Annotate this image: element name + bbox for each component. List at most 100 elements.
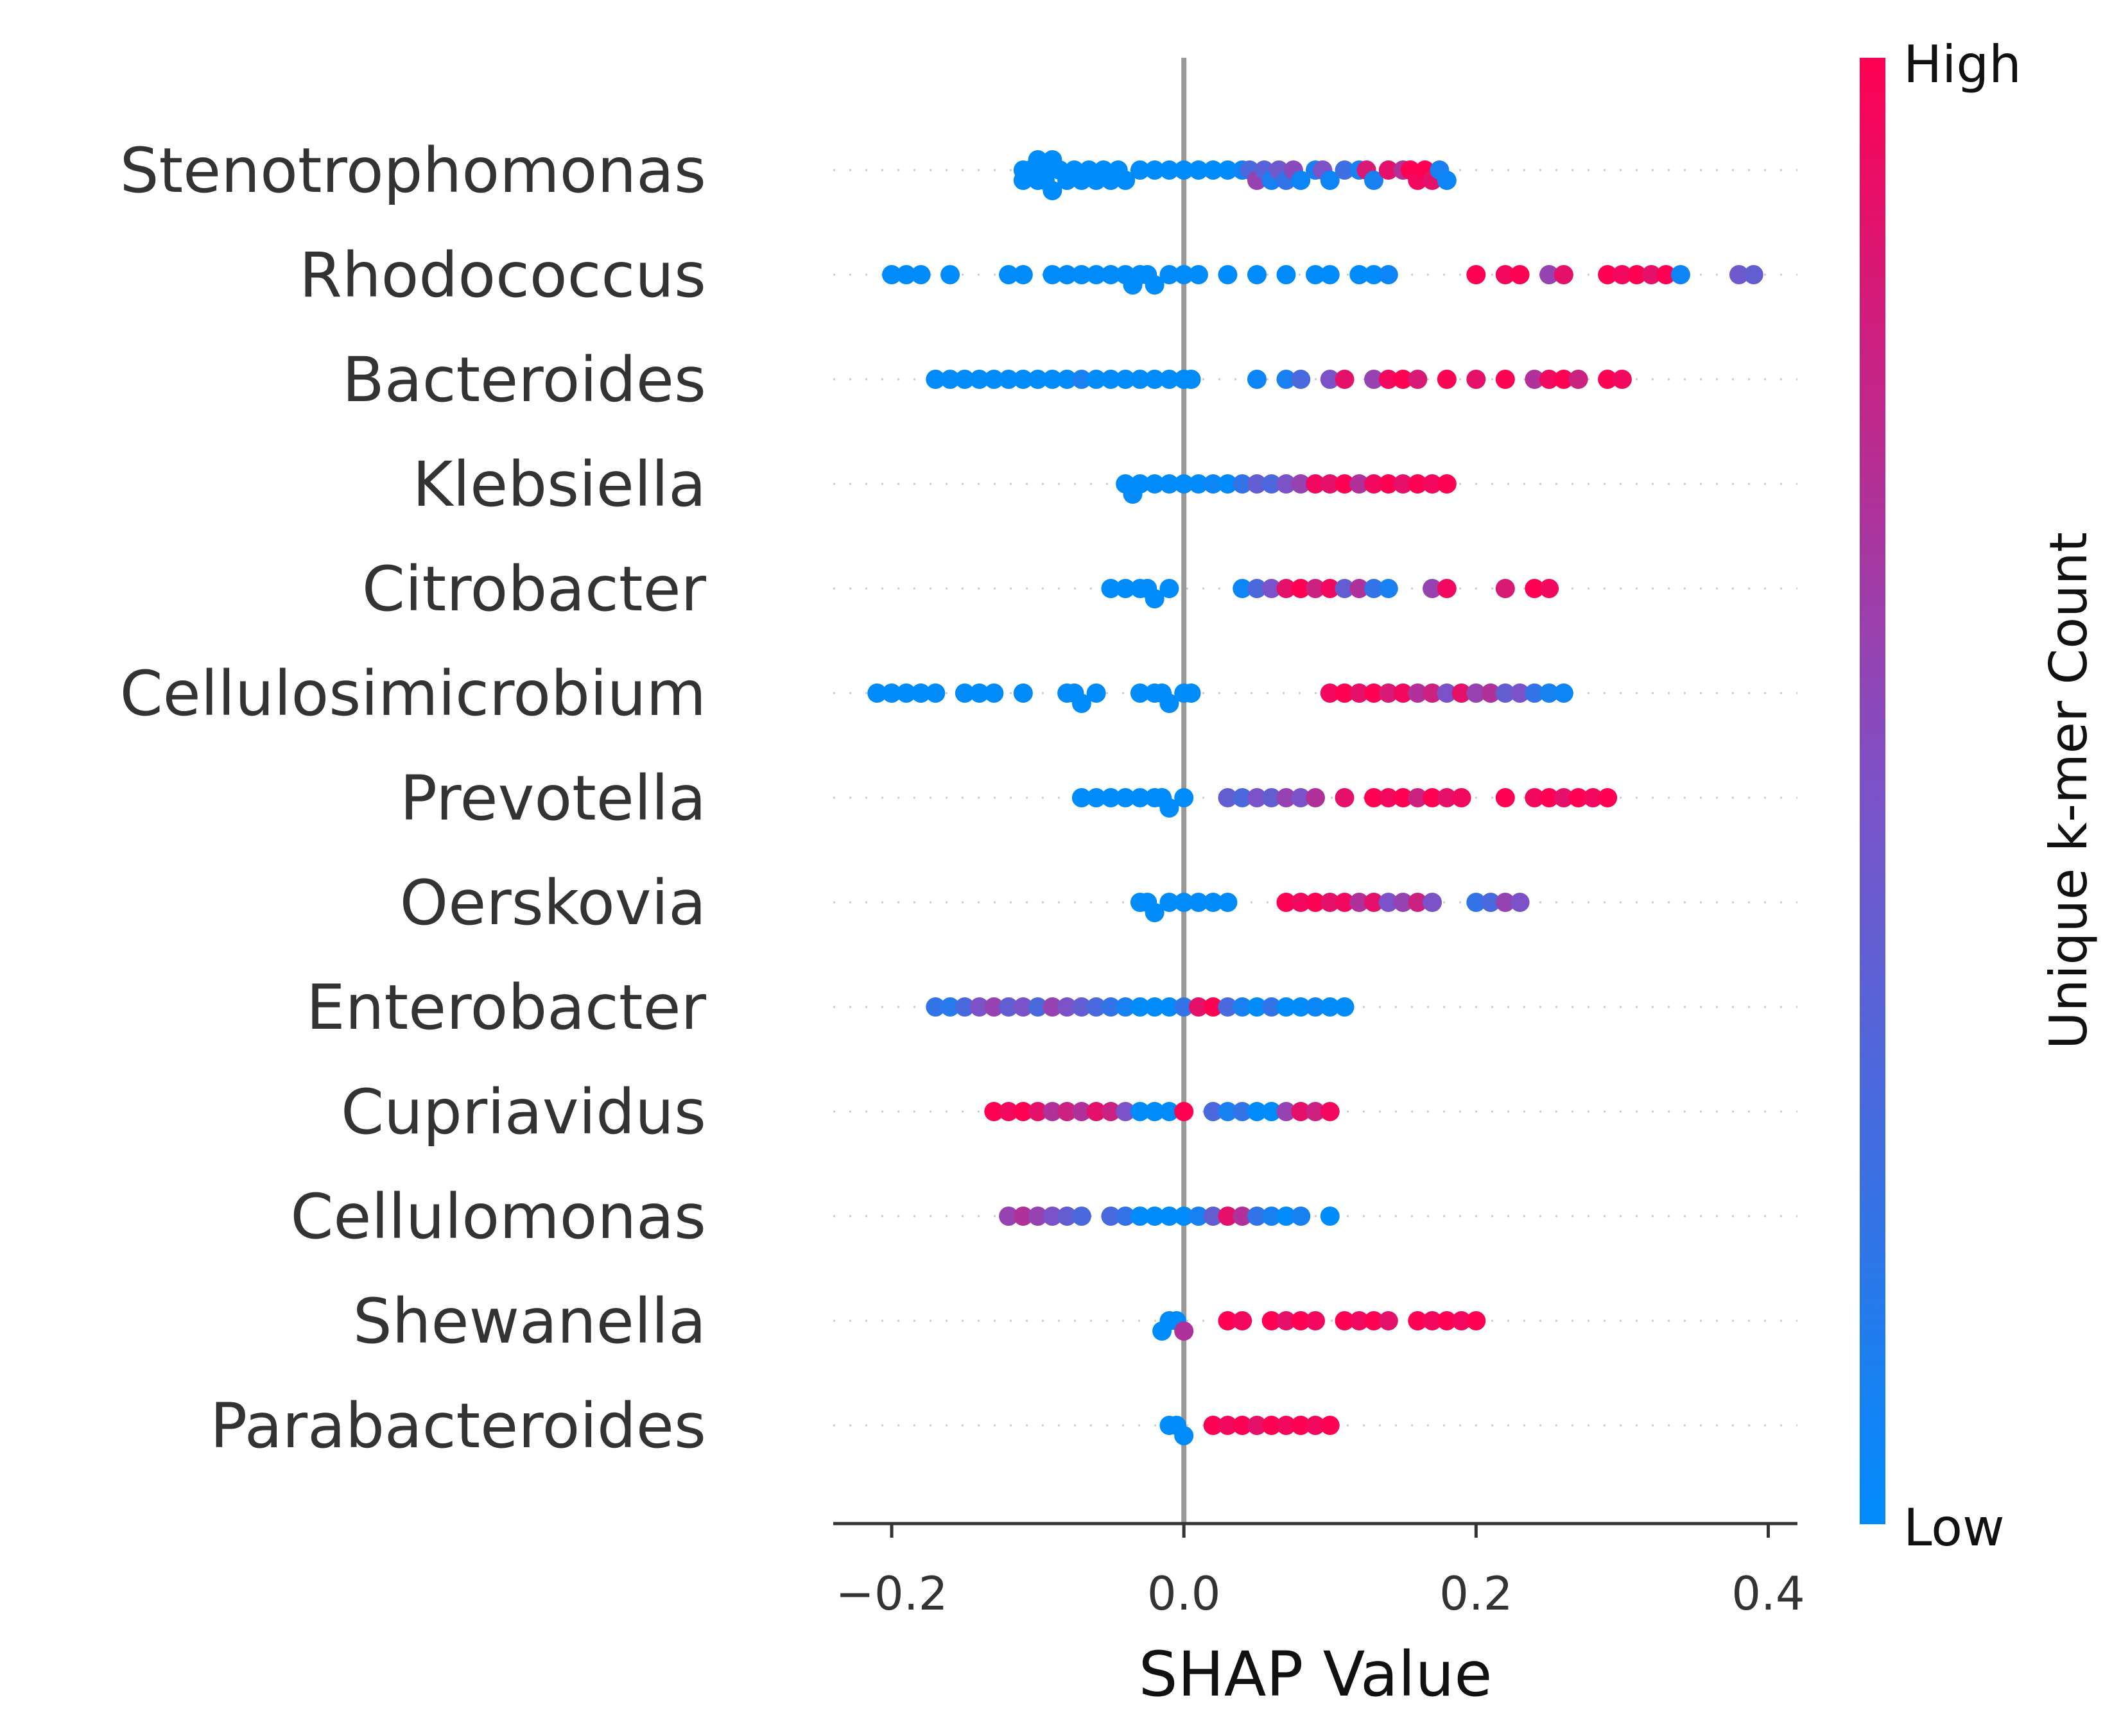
data-point [1116,579,1136,598]
data-point [1013,997,1033,1017]
data-point [1145,903,1164,922]
data-point [1364,683,1384,703]
data-point [1320,1416,1340,1435]
data-point [1495,683,1515,703]
data-point [1437,579,1457,598]
data-point [867,683,887,703]
data-point [1028,997,1048,1017]
data-point [1378,788,1398,807]
data-point [1145,474,1164,494]
data-point [1130,160,1150,180]
data-point [1101,265,1121,284]
data-point [1247,579,1267,598]
data-point [1145,370,1164,389]
feature-label: Parabacteroides [210,1390,706,1462]
data-point [1159,1207,1179,1226]
data-point [1539,579,1559,598]
data-point [1152,1321,1172,1341]
data-point [1437,683,1457,703]
data-point [1539,265,1559,284]
data-point [1101,370,1121,389]
data-point [882,265,902,284]
x-tick-label: −0.2 [836,1567,948,1620]
data-point [1086,370,1106,389]
data-point [1233,474,1252,494]
data-point [1013,265,1033,284]
data-point [926,370,946,389]
data-point [1495,370,1515,389]
data-point [1335,370,1355,389]
data-point [1247,265,1267,284]
data-point [1188,474,1208,494]
data-point [1306,265,1325,284]
data-point [984,1102,1004,1121]
data-point [1218,1207,1238,1226]
data-point [1525,683,1545,703]
data-point [1320,265,1340,284]
data-point [1233,1311,1252,1330]
data-point [911,265,931,284]
data-point [940,265,960,284]
data-point [1276,265,1296,284]
data-point [1043,370,1062,389]
data-point [1320,1102,1340,1121]
data-point [1466,370,1486,389]
data-point [911,683,931,703]
data-point [1291,474,1311,494]
data-point [1364,893,1384,912]
feature-label: Citrobacter [362,553,707,625]
x-ticks: −0.2 0.0 0.2 0.4 [836,1524,1805,1620]
data-point [1408,474,1428,494]
data-point [1393,788,1413,807]
data-point [1159,997,1179,1017]
data-point [1181,370,1201,389]
data-point [1627,265,1647,284]
data-point [1261,788,1281,807]
data-point [1554,370,1573,389]
data-point [1086,1102,1106,1121]
data-point [1159,474,1179,494]
data-point [1670,265,1690,284]
data-point [1057,265,1077,284]
data-point [1437,1311,1457,1330]
data-point [1729,265,1749,284]
data-point [1233,997,1252,1017]
data-point [1101,997,1121,1017]
data-point [1510,893,1530,912]
data-point [1320,997,1340,1017]
data-point [1306,1416,1325,1435]
data-point [1174,1321,1194,1341]
data-point [999,370,1019,389]
feature-label: Bacteroides [342,344,706,416]
data-point [1423,579,1442,598]
data-point [1203,1207,1223,1226]
data-point [1598,788,1618,807]
data-point [1291,579,1311,598]
data-point [1028,1102,1048,1121]
data-point [1349,683,1369,703]
data-point [1364,474,1384,494]
data-point [1525,788,1545,807]
data-point [1071,370,1091,389]
data-point [1291,893,1311,912]
x-tick-label: 0.0 [1147,1567,1221,1620]
feature-label: Cellulosimicrobium [120,658,706,730]
data-point [1349,579,1369,598]
data-point [1495,579,1515,598]
data-point [1423,683,1442,703]
data-point [1218,1102,1238,1121]
data-point [1261,997,1281,1017]
data-point [1437,370,1457,389]
feature-label: Cupriavidus [341,1076,706,1148]
data-point [1247,1102,1267,1121]
data-point [1539,370,1559,389]
data-point [1159,694,1179,713]
data-point [1203,474,1223,494]
data-point [1261,579,1281,598]
data-point [1233,1207,1252,1226]
data-point [1423,1311,1442,1330]
data-point [1086,683,1106,703]
data-point [1130,683,1150,703]
data-point [1598,370,1618,389]
data-point [1013,1102,1033,1121]
